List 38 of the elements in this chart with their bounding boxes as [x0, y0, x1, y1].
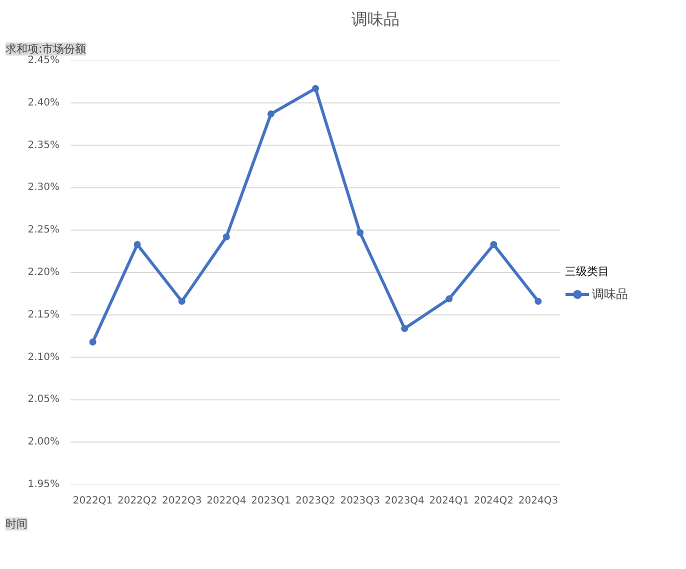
legend-label: 调味品 — [592, 286, 628, 302]
point — [89, 338, 96, 346]
y-tick-label: 2.10% — [28, 352, 60, 363]
x-tick-label: 2022Q1 — [72, 496, 113, 506]
y-tick-label: 2.15% — [28, 309, 60, 320]
y-tick-label: 2.00% — [28, 436, 60, 448]
point — [267, 110, 274, 118]
y-tick-label: 2.20% — [28, 267, 60, 278]
point — [446, 295, 453, 302]
x-tick-label: 2023Q2 — [296, 496, 336, 506]
y-tick-label: 2.30% — [28, 182, 60, 194]
x-tick-label: 2024Q2 — [474, 496, 514, 506]
y-tick-label: 2.40% — [28, 97, 60, 108]
chart-title: 调味品 — [352, 10, 400, 28]
point — [401, 324, 408, 332]
point — [134, 241, 141, 248]
point — [356, 229, 364, 236]
x-tick-label: 2024Q1 — [429, 496, 469, 506]
x-tick-label: 2023Q4 — [384, 496, 424, 506]
point — [178, 298, 186, 305]
x-axis-title: 时间 — [6, 518, 28, 530]
y-tick-label: 1.95% — [28, 479, 60, 490]
point — [490, 241, 498, 248]
x-tick-label: 2024Q3 — [518, 496, 558, 506]
x-tick-label: 2022Q3 — [162, 496, 202, 506]
y-tick-label: 2.25% — [28, 224, 60, 236]
y-tick-label: 2.45% — [28, 55, 60, 66]
x-tick-label: 2022Q4 — [206, 496, 246, 506]
y-tick-label: 2.35% — [28, 140, 60, 151]
legend-title: 三级类目 — [565, 264, 610, 279]
point — [222, 233, 230, 240]
text: 求和项:市场份额 — [6, 42, 86, 56]
point — [312, 84, 319, 92]
x-tick-label: 2023Q3 — [340, 496, 380, 506]
x-tick-label: 2023Q1 — [251, 496, 291, 506]
point — [534, 298, 542, 305]
y-tick-label: 2.05% — [28, 394, 60, 406]
x-tick-label: 2022Q2 — [117, 496, 158, 506]
